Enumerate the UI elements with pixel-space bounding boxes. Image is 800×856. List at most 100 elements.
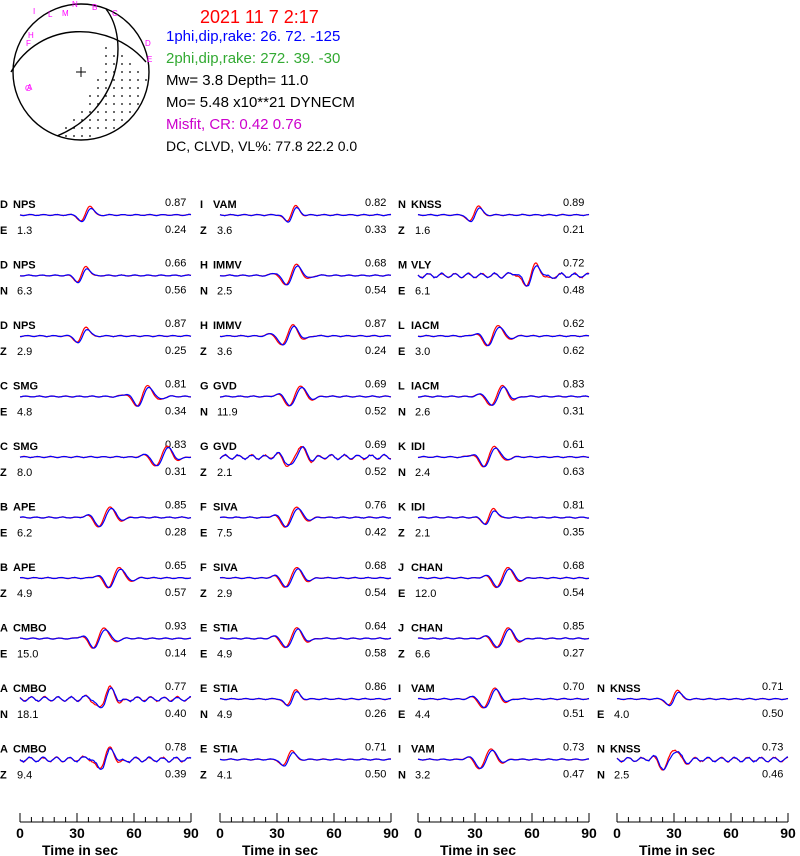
compression-dot [113, 119, 115, 121]
variance-value: 0.34 [165, 406, 186, 418]
shift-value: 2.4 [415, 467, 430, 479]
synthetic-trace [19, 629, 192, 649]
shift-value: 9.4 [17, 770, 32, 782]
shift-value: 2.9 [217, 588, 232, 600]
component-label: Z [398, 528, 405, 540]
dc-clvd-text: DC, CLVD, VL%: 77.8 22.2 0.0 [166, 138, 358, 154]
compression-dot [105, 47, 107, 49]
moment-text: Mo= 5.48 x10**21 DYNECM [166, 94, 355, 111]
station-name: CHAN [411, 623, 443, 635]
pressure-axis [76, 67, 86, 77]
compression-dot [113, 95, 115, 97]
synthetic-trace [417, 326, 590, 347]
compression-dot [113, 111, 115, 113]
variance-value: 0.50 [365, 769, 386, 781]
component-label: Z [0, 588, 7, 600]
shift-value: 15.0 [17, 649, 38, 661]
time-tick-label: 60 [723, 825, 739, 841]
beachball-station-label: B [92, 3, 97, 12]
station-name: CMBO [13, 683, 47, 695]
compression-dot [137, 95, 139, 97]
station-id: L [398, 320, 405, 332]
compression-dot [73, 127, 75, 129]
correlation-value: 0.89 [563, 197, 584, 209]
shift-value: 4.8 [17, 407, 32, 419]
station-name: SIVA [213, 562, 238, 574]
waveform-panel: A CMBO Z 9.4 0.78 0.39 [0, 742, 192, 782]
variance-value: 0.28 [165, 527, 186, 539]
synthetic-trace [19, 747, 192, 771]
waveform-panel: B APE Z 4.9 0.65 0.57 [0, 560, 192, 600]
correlation-value: 0.83 [165, 439, 186, 451]
variance-value: 0.35 [563, 527, 584, 539]
compression-dot [97, 87, 99, 89]
compression-dot [89, 119, 91, 121]
nodal-plane-2-text: 2phi,dip,rake: 272. 39. -30 [166, 50, 341, 67]
time-tick-label: 60 [524, 825, 540, 841]
component-label: Z [200, 588, 207, 600]
time-tick-label: 30 [467, 825, 483, 841]
correlation-value: 0.68 [365, 258, 386, 270]
shift-value: 6.6 [415, 649, 430, 661]
station-name: GVD [213, 441, 237, 453]
station-id: E [200, 744, 207, 756]
compression-dot [105, 79, 107, 81]
time-tick-label: 0 [216, 825, 224, 841]
beachball-station-label: C [112, 9, 118, 18]
component-label: E [0, 407, 7, 419]
shift-value: 6.3 [17, 286, 32, 298]
variance-value: 0.39 [165, 769, 186, 781]
shift-value: 2.5 [614, 770, 629, 782]
correlation-value: 0.81 [165, 379, 186, 391]
shift-value: 1.3 [17, 225, 32, 237]
time-tick-label: 0 [414, 825, 422, 841]
synthetic-trace [20, 328, 192, 344]
component-label: N [200, 407, 208, 419]
correlation-value: 0.66 [165, 258, 186, 270]
component-label: N [200, 709, 208, 721]
compression-dot [129, 103, 131, 105]
compression-dot [129, 63, 131, 65]
correlation-value: 0.78 [165, 742, 186, 754]
variance-value: 0.52 [365, 466, 386, 478]
compression-dot [121, 71, 123, 73]
station-name: STIA [213, 744, 238, 756]
station-id: G [200, 381, 209, 393]
station-name: IACM [411, 381, 439, 393]
waveform-panel: G GVD Z 2.1 0.69 0.52 [200, 439, 392, 479]
waveform-panel: K IDI Z 2.1 0.81 0.35 [398, 500, 590, 540]
station-name: STIA [213, 623, 238, 635]
shift-value: 4.0 [614, 709, 629, 721]
waveform-panel: D NPS N 6.3 0.66 0.56 [0, 258, 192, 298]
compression-dot [73, 119, 75, 121]
variance-value: 0.51 [563, 708, 584, 720]
synthetic-trace [20, 268, 192, 284]
waveform-panel: L IACM N 2.6 0.83 0.31 [398, 379, 590, 419]
time-tick-label: 60 [326, 825, 342, 841]
component-label: E [200, 649, 207, 661]
waveform-panel: A CMBO N 18.1 0.77 0.40 [0, 681, 192, 721]
shift-value: 6.1 [415, 286, 430, 298]
station-id: I [398, 744, 401, 756]
synthetic-trace [219, 751, 391, 767]
correlation-value: 0.68 [365, 560, 386, 572]
shift-value: 4.4 [415, 709, 430, 721]
compression-dot [137, 71, 139, 73]
component-label: Z [398, 225, 405, 237]
waveform-panel: N KNSS E 4.0 0.71 0.50 [597, 681, 789, 721]
variance-value: 0.40 [165, 708, 186, 720]
compression-dot [97, 103, 99, 105]
waveform-panel: J CHAN Z 6.6 0.85 0.27 [398, 621, 590, 661]
compression-dot [137, 79, 139, 81]
nodal-plane-2 [10, 31, 147, 73]
compression-dot [105, 55, 107, 57]
synthetic-trace [219, 568, 392, 588]
compression-dot [113, 79, 115, 81]
station-name: KNSS [610, 683, 641, 695]
compression-dot [113, 71, 115, 73]
time-tick-label: 0 [16, 825, 24, 841]
shift-value: 8.0 [17, 467, 32, 479]
compression-dot [129, 95, 131, 97]
correlation-value: 0.77 [165, 681, 186, 693]
synthetic-trace [19, 446, 192, 467]
